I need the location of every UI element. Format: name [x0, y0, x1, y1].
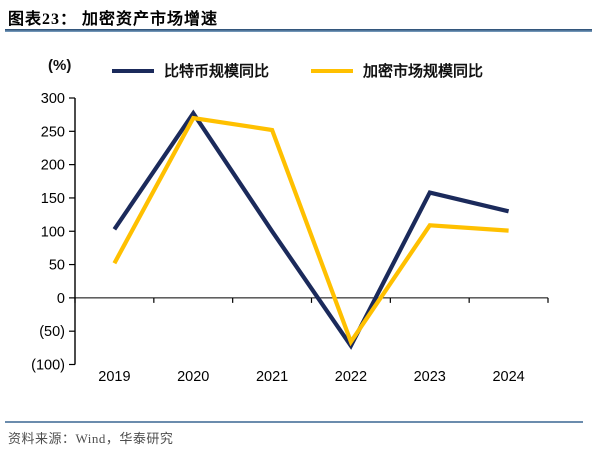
legend-item-0[interactable]: 比特币规模同比 [112, 60, 269, 81]
legend-item-1[interactable]: 加密市场规模同比 [311, 60, 483, 81]
y-tick-label: 250 [41, 124, 65, 140]
series-line-0 [112, 109, 510, 350]
footer-divider [5, 421, 583, 423]
y-tick-label: (50) [39, 324, 65, 340]
y-tick-label: 0 [57, 291, 65, 307]
x-axis-label: 2024 [492, 369, 524, 385]
y-axis-unit-label: (%) [48, 57, 72, 74]
y-tick-label: (100) [31, 358, 65, 374]
legend-label: 加密市场规模同比 [363, 64, 484, 80]
legend-label: 比特币规模同比 [164, 64, 270, 80]
x-axis-label: 2022 [335, 369, 367, 385]
line-chart: 300 250 200 150 100 50 0 (50) (100) 2019 2020 2021 2… [31, 91, 549, 385]
legend-line-swatch [311, 68, 354, 73]
chart-legend: 比特币规模同比 加密市场规模同比 [112, 60, 483, 81]
x-axis-label: 2023 [414, 369, 446, 385]
x-axis-label: 2021 [256, 369, 288, 385]
x-axis-label: 2019 [98, 369, 130, 385]
y-tick-label: 50 [49, 258, 65, 274]
series-line-1 [112, 115, 509, 347]
source-note: 资料来源：Wind，华泰研究 [8, 431, 174, 446]
chart-title: 图表23： 加密资产市场增速 [8, 11, 219, 28]
title-divider [5, 29, 592, 32]
x-axis-label: 2020 [177, 369, 209, 385]
y-tick-label: 100 [41, 224, 65, 240]
y-tick-label: 200 [41, 158, 65, 174]
y-tick-label: 300 [41, 91, 65, 107]
legend-line-swatch [112, 68, 154, 73]
y-tick-label: 150 [41, 191, 65, 207]
